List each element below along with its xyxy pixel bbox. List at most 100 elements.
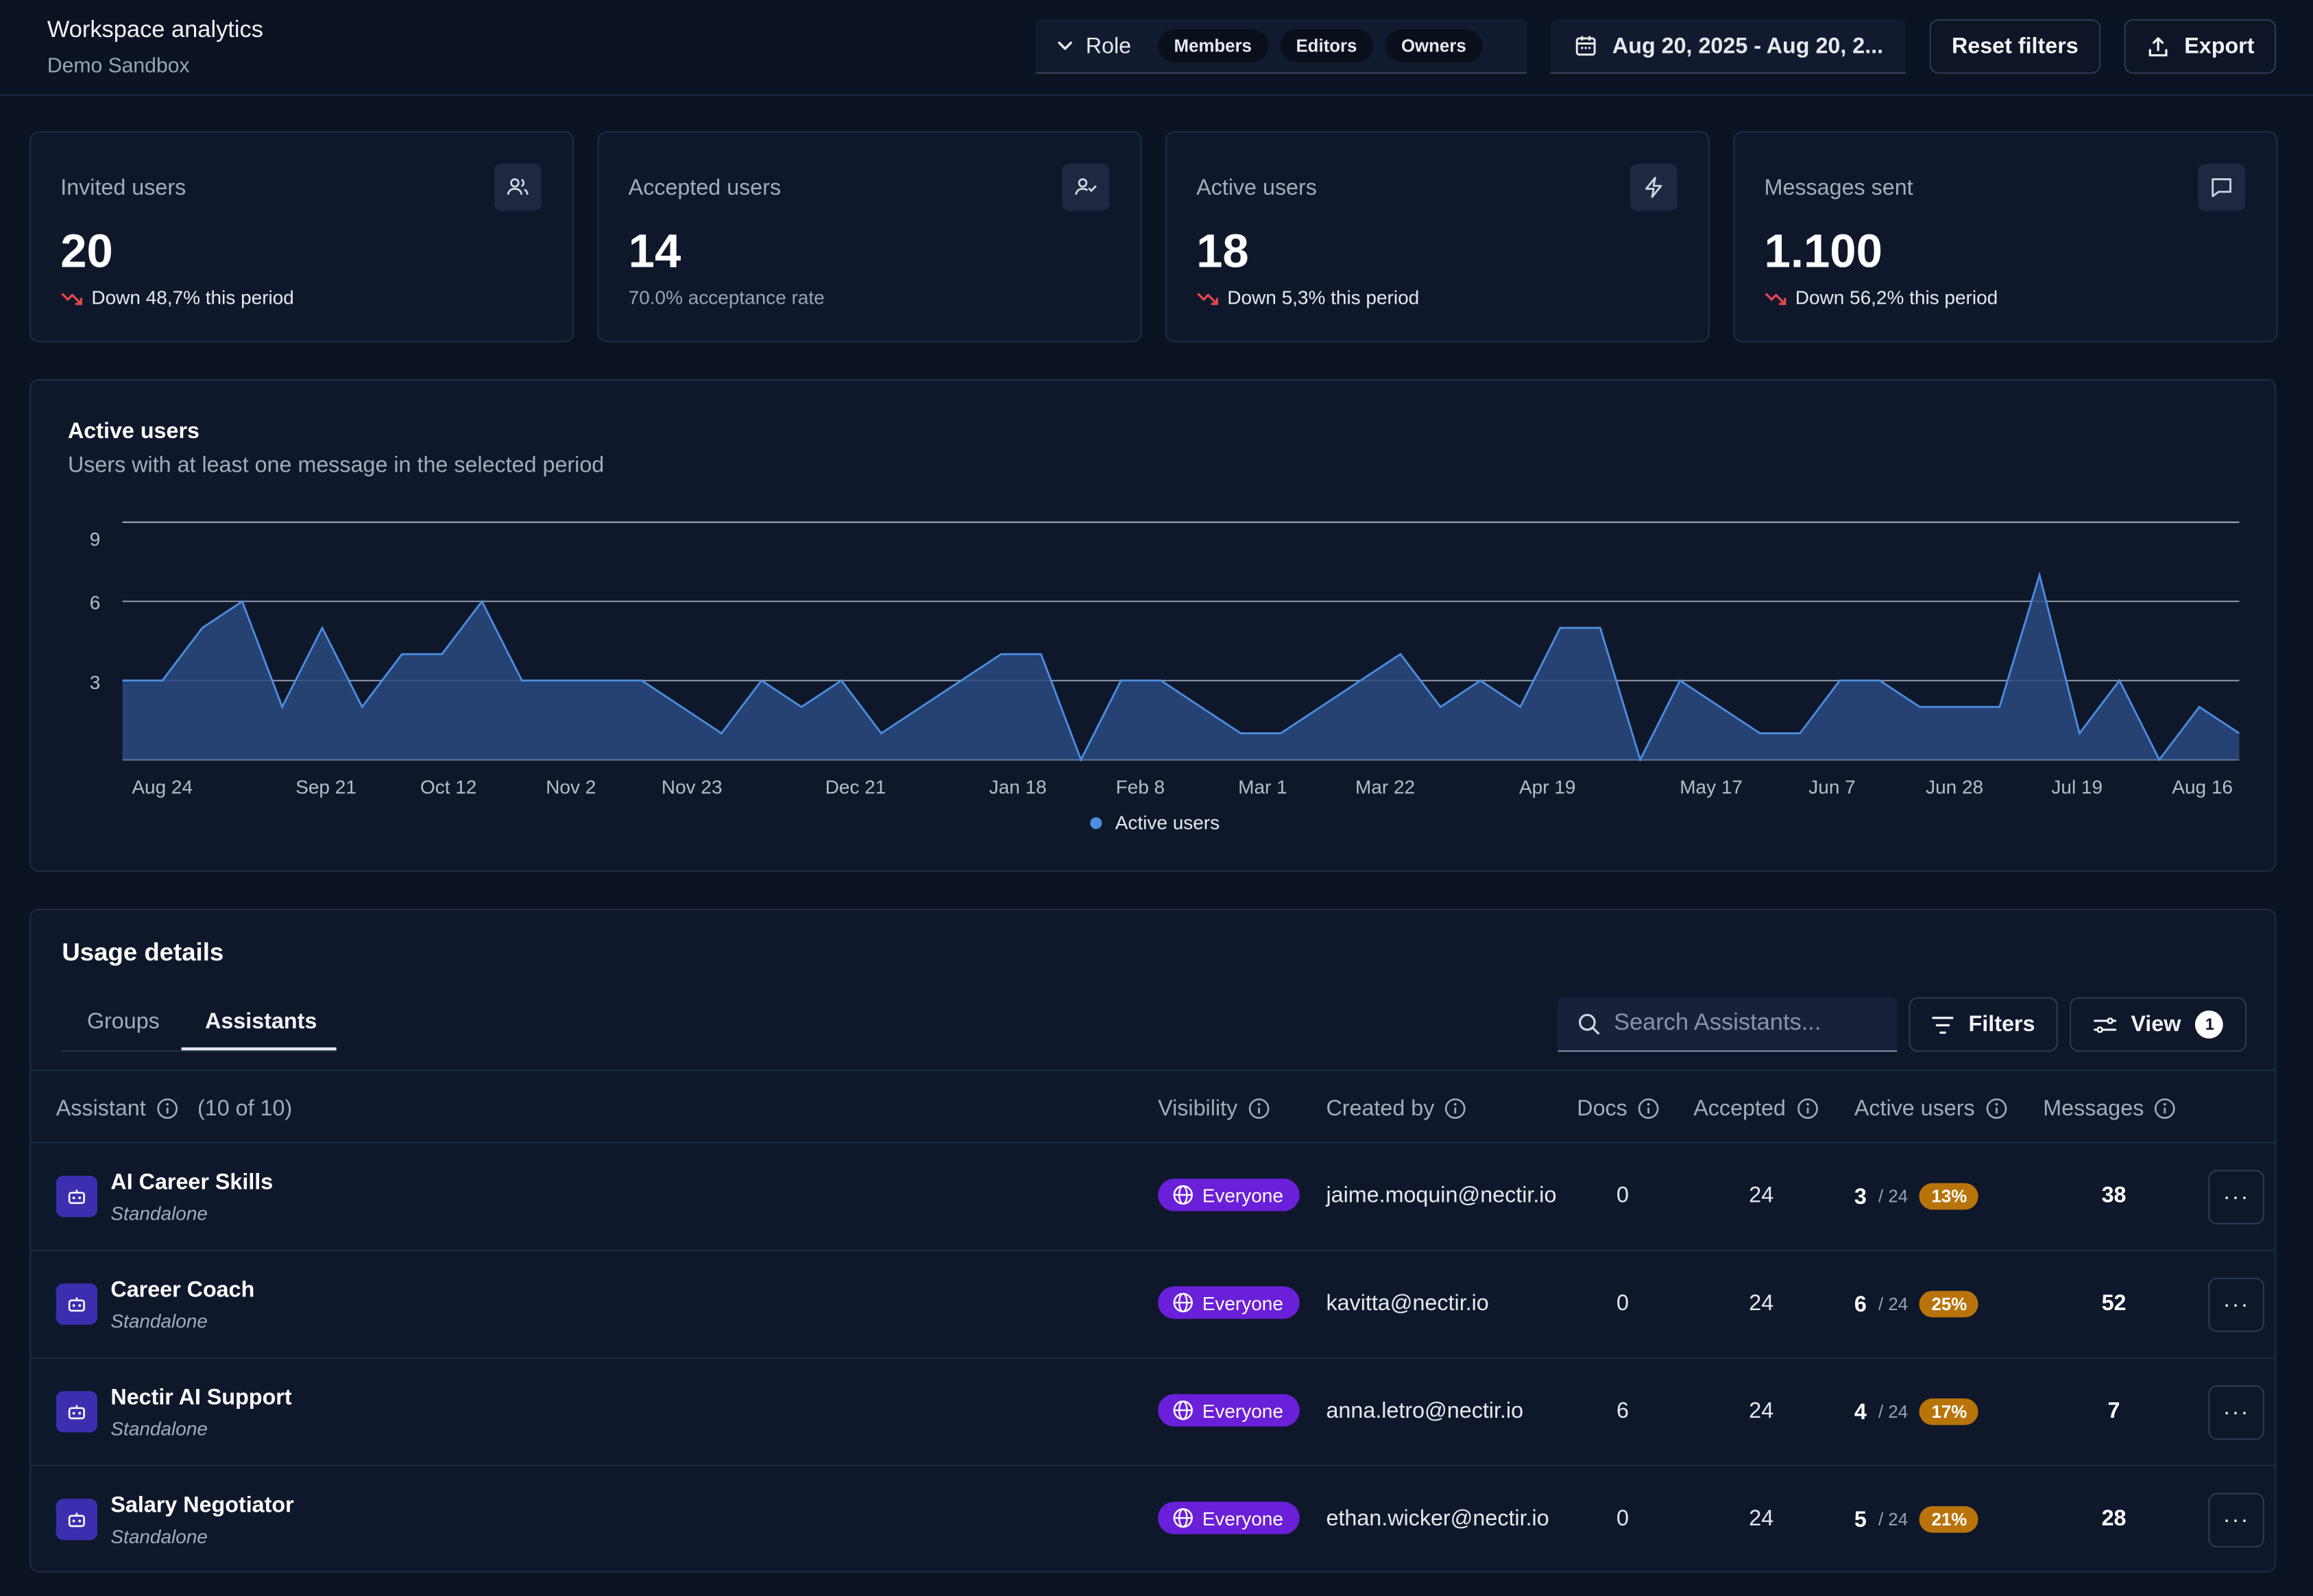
search-icon	[1578, 1013, 1600, 1035]
role-filter[interactable]: Role Members Editors Owners	[1035, 19, 1527, 74]
row-actions-button[interactable]: ···	[2208, 1170, 2265, 1224]
row-actions-button[interactable]: ···	[2208, 1385, 2265, 1440]
assistant-type: Standalone	[110, 1417, 208, 1440]
chevron-down-icon	[1058, 41, 1072, 50]
usage-details-panel: Usage details Groups Assistants Search A…	[29, 908, 2277, 1573]
chart-legend: Active users	[1090, 811, 1220, 834]
view-button[interactable]: View 1	[2069, 997, 2247, 1052]
docs-count: 0	[1616, 1506, 1629, 1532]
robot-icon	[56, 1175, 98, 1218]
active-users-cell: 6/ 24 25%	[1854, 1290, 1979, 1318]
assistant-name[interactable]: Career Coach	[110, 1277, 255, 1303]
assistant-name[interactable]: Salary Negotiator	[110, 1492, 294, 1519]
section-title: Usage details	[62, 938, 224, 967]
info-icon[interactable]	[1638, 1098, 1660, 1120]
table-row[interactable]: Salary Negotiator Standalone Everyone et…	[31, 1466, 2275, 1571]
messages-count: 52	[2101, 1290, 2127, 1316]
row-actions-button[interactable]: ···	[2208, 1277, 2265, 1333]
x-tick-label: Jan 18	[989, 775, 1047, 799]
info-icon[interactable]	[1444, 1098, 1466, 1120]
page-title: Workspace analytics	[47, 17, 263, 43]
percent-badge: 25%	[1920, 1290, 1979, 1318]
info-icon[interactable]	[1248, 1098, 1270, 1120]
x-tick-label: Nov 23	[661, 775, 723, 799]
active-users-cell: 3/ 24 13%	[1854, 1183, 1979, 1210]
stat-card-accepted-users: Accepted users 14 70.0% acceptance rate	[597, 131, 1142, 343]
x-tick-label: Jun 7	[1808, 775, 1856, 799]
active-users-cell: 4/ 24 17%	[1854, 1398, 1979, 1425]
column-messages[interactable]: Messages	[2043, 1096, 2176, 1121]
info-icon[interactable]	[1985, 1098, 2007, 1120]
export-button[interactable]: Export	[2124, 19, 2277, 74]
area-chart	[122, 521, 2240, 762]
accepted-count: 24	[1749, 1398, 1774, 1424]
globe-icon	[1173, 1400, 1193, 1420]
trend-down-icon	[1197, 291, 1218, 304]
message-icon	[2198, 163, 2246, 211]
x-tick-label: May 17	[1680, 775, 1743, 799]
reset-filters-button[interactable]: Reset filters	[1929, 19, 2101, 74]
assistant-type: Standalone	[110, 1309, 208, 1333]
stat-trend: Down 56,2% this period	[1765, 286, 1998, 309]
accepted-count: 24	[1749, 1290, 1774, 1316]
table-row[interactable]: Nectir AI Support Standalone Everyone an…	[31, 1359, 2275, 1466]
role-chip-members[interactable]: Members	[1157, 29, 1268, 62]
filter-icon	[1933, 1016, 1954, 1033]
column-visibility[interactable]: Visibility	[1158, 1096, 1270, 1121]
table-row[interactable]: Career Coach Standalone Everyone kavitta…	[31, 1251, 2275, 1359]
visibility-badge: Everyone	[1158, 1178, 1300, 1211]
role-chip-editors[interactable]: Editors	[1279, 29, 1374, 62]
stat-value: 14	[628, 224, 681, 278]
stat-title: Accepted users	[628, 176, 782, 201]
assistant-name[interactable]: AI Career Skills	[110, 1170, 274, 1195]
workspace-name: Demo Sandbox	[47, 53, 190, 77]
globe-icon	[1173, 1292, 1193, 1313]
stat-title: Messages sent	[1764, 176, 1913, 201]
row-actions-button[interactable]: ···	[2208, 1492, 2265, 1548]
messages-count: 28	[2101, 1506, 2127, 1532]
column-created-by[interactable]: Created by	[1326, 1096, 1466, 1121]
info-icon[interactable]	[156, 1098, 178, 1120]
column-assistant[interactable]: Assistant (10 of 10)	[56, 1096, 293, 1122]
percent-badge: 17%	[1920, 1398, 1979, 1425]
x-tick-label: Aug 16	[2172, 775, 2233, 799]
tab-divider	[60, 1050, 337, 1052]
stat-title: Active users	[1196, 176, 1317, 201]
sliders-icon	[2093, 1017, 2116, 1032]
info-icon[interactable]	[2154, 1098, 2176, 1120]
search-input[interactable]: Search Assistants...	[1558, 997, 1898, 1052]
stat-card-active-users: Active users 18 Down 5,3% this period	[1165, 131, 1710, 343]
x-tick-label: Dec 21	[825, 775, 886, 799]
lightning-icon	[1630, 163, 1678, 211]
x-tick-label: Apr 19	[1519, 775, 1576, 799]
x-tick-label: Nov 2	[546, 775, 596, 799]
created-by-email: anna.letro@nectir.io	[1326, 1398, 1524, 1424]
accepted-count: 24	[1749, 1183, 1774, 1209]
column-docs[interactable]: Docs	[1577, 1096, 1660, 1121]
column-active-users[interactable]: Active users	[1854, 1096, 2007, 1121]
percent-badge: 13%	[1920, 1183, 1979, 1210]
stat-card-invited-users: Invited users 20 Down 48,7% this period	[29, 131, 574, 343]
info-icon[interactable]	[1796, 1098, 1818, 1120]
filters-label: Filters	[1968, 1012, 2035, 1037]
table-row[interactable]: AI Career Skills Standalone Everyone jai…	[31, 1144, 2275, 1251]
stat-trend: Down 5,3% this period	[1196, 286, 1419, 309]
date-range-picker[interactable]: Aug 20, 2025 - Aug 20, 2...	[1550, 19, 1906, 74]
stat-value: 18	[1196, 224, 1249, 278]
accepted-count: 24	[1749, 1506, 1774, 1532]
column-accepted[interactable]: Accepted	[1693, 1096, 1818, 1121]
robot-icon	[56, 1499, 98, 1540]
tab-assistants[interactable]: Assistants	[205, 1008, 317, 1035]
role-chip-owners[interactable]: Owners	[1385, 29, 1483, 62]
x-tick-label: Aug 24	[132, 775, 193, 799]
created-by-email: kavitta@nectir.io	[1326, 1290, 1489, 1316]
search-placeholder: Search Assistants...	[1614, 1010, 1821, 1036]
user-check-icon	[1062, 163, 1110, 211]
assistant-name[interactable]: Nectir AI Support	[110, 1385, 292, 1411]
stat-trend: Down 48,7% this period	[60, 286, 294, 309]
messages-count: 38	[2101, 1183, 2127, 1209]
filters-button[interactable]: Filters	[1909, 997, 2058, 1052]
stat-value: 20	[60, 224, 113, 278]
role-filter-label: Role	[1085, 33, 1132, 58]
tab-groups[interactable]: Groups	[86, 1008, 160, 1035]
